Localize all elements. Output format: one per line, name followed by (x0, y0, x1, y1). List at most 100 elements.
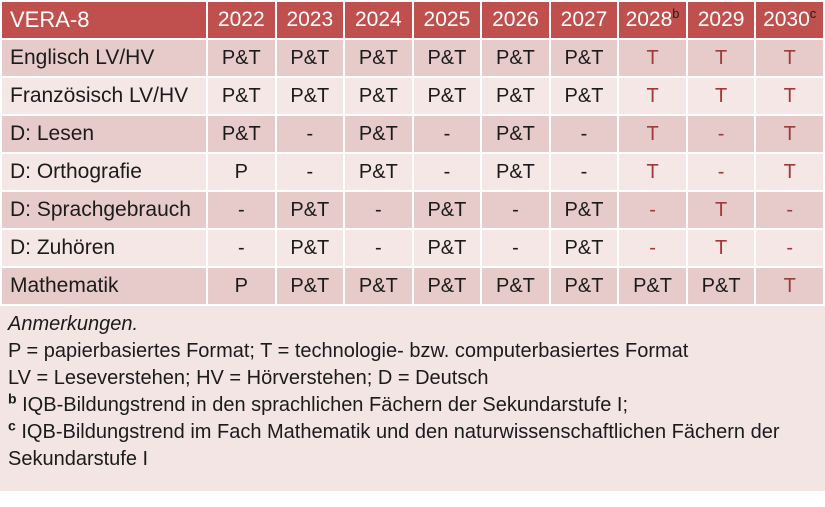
row-label: D: Sprachgebrauch (2, 192, 206, 228)
value-cell: T (756, 78, 823, 114)
value-cell: P&T (345, 154, 412, 190)
vera8-table: VERA-8 2022 2023 2024 2025 2026 2027 2028b 2029 2… (0, 0, 825, 306)
table-title-cell: VERA-8 (2, 2, 206, 38)
year-header-cell: 2025 (413, 2, 481, 38)
value-cell: - (345, 192, 412, 228)
value-cell: - (482, 230, 549, 266)
value-cell: - (550, 116, 618, 152)
header-label: 2022 (217, 8, 265, 31)
value-cell: T (756, 116, 823, 152)
table-row: D: Orthografie P - P&T - P&T - T - T (2, 154, 823, 190)
value-cell: - (413, 116, 481, 152)
year-header-cell: 2030c (756, 2, 823, 38)
value-cell: P&T (413, 268, 481, 304)
value-cell: P&T (550, 268, 618, 304)
value-cell: P&T (413, 40, 481, 76)
value-cell: T (756, 154, 823, 190)
header-superscript: c (809, 6, 817, 21)
table-row: D: Zuhören - P&T - P&T - P&T - T - (2, 230, 823, 266)
value-cell: T (619, 154, 686, 190)
value-cell: - (482, 192, 549, 228)
value-cell: P&T (413, 78, 481, 114)
value-cell: P&T (345, 78, 412, 114)
value-cell: P&T (550, 40, 618, 76)
value-cell: P (208, 154, 275, 190)
value-cell: P&T (619, 268, 686, 304)
value-cell: - (619, 192, 686, 228)
value-cell: T (619, 40, 686, 76)
value-cell: T (619, 78, 686, 114)
value-cell: - (276, 116, 344, 152)
value-cell: P&T (276, 40, 344, 76)
value-cell: T (687, 78, 755, 114)
value-cell: - (345, 230, 412, 266)
year-header-cell: 2027 (550, 2, 618, 38)
value-cell: P&T (550, 230, 618, 266)
note-text: P = papierbasiertes Format; T = technolo… (8, 340, 689, 362)
value-cell: P&T (413, 230, 481, 266)
table-row: Französisch LV/HV P&T P&T P&T P&T P&T P&T T T T (2, 78, 823, 114)
value-cell: - (756, 230, 823, 266)
value-cell: T (687, 40, 755, 76)
value-cell: P&T (550, 192, 618, 228)
value-cell: - (208, 192, 275, 228)
note-superscript: c (8, 417, 16, 434)
value-cell: P&T (276, 192, 344, 228)
note-line: P = papierbasiertes Format; T = technolo… (8, 338, 815, 365)
header-label: 2029 (697, 8, 745, 31)
header-superscript: b (672, 6, 680, 21)
value-cell: - (276, 154, 344, 190)
header-label: 2025 (423, 8, 471, 31)
value-cell: P&T (482, 40, 549, 76)
row-label: Englisch LV/HV (2, 40, 206, 76)
header-label: 2024 (355, 8, 402, 31)
value-cell: - (619, 230, 686, 266)
header-label: 2028 (625, 8, 673, 31)
value-cell: P&T (482, 78, 549, 114)
value-cell: P&T (345, 116, 412, 152)
table-row: Mathematik P P&T P&T P&T P&T P&T P&T P&T T (2, 268, 823, 304)
note-line: c IQB-Bildungstrend im Fach Mathematik u… (8, 417, 815, 473)
header-label: 2030 (763, 8, 810, 31)
row-label: D: Zuhören (2, 230, 206, 266)
value-cell: P&T (482, 116, 549, 152)
value-cell: T (687, 192, 755, 228)
row-label: D: Lesen (2, 116, 206, 152)
value-cell: - (208, 230, 275, 266)
value-cell: T (756, 268, 823, 304)
header-label: 2023 (286, 8, 334, 31)
value-cell: - (413, 154, 481, 190)
table-row: D: Sprachgebrauch - P&T - P&T - P&T - T - (2, 192, 823, 228)
note-text: IQB-Bildungstrend in den sprachlichen Fä… (22, 394, 629, 416)
row-label: Mathematik (2, 268, 206, 304)
note-text: IQB-Bildungstrend im Fach Mathematik und… (8, 421, 780, 470)
value-cell: P&T (276, 230, 344, 266)
value-cell: P&T (208, 78, 275, 114)
note-text: LV = Leseverstehen; HV = Hörverstehen; D… (8, 367, 489, 389)
value-cell: T (687, 230, 755, 266)
row-label: D: Orthografie (2, 154, 206, 190)
value-cell: P&T (482, 268, 549, 304)
note-superscript: b (8, 390, 17, 407)
year-header-cell: 2029 (687, 2, 755, 38)
header-label: VERA-8 (10, 7, 90, 32)
value-cell: - (550, 154, 618, 190)
value-cell: P&T (687, 268, 755, 304)
header-label: 2026 (492, 8, 539, 31)
table-row: D: Lesen P&T - P&T - P&T - T - T (2, 116, 823, 152)
header-label: 2027 (560, 8, 608, 31)
note-line: b IQB-Bildungstrend in den sprachlichen … (8, 390, 815, 419)
value-cell: P&T (345, 268, 412, 304)
value-cell: P&T (550, 78, 618, 114)
value-cell: P&T (345, 40, 412, 76)
value-cell: T (619, 116, 686, 152)
value-cell: P&T (208, 116, 275, 152)
notes-title: Anmerkungen. (8, 313, 139, 335)
notes-section: Anmerkungen. P = papierbasiertes Format;… (0, 306, 825, 491)
value-cell: P&T (413, 192, 481, 228)
value-cell: P&T (208, 40, 275, 76)
table-row: Englisch LV/HV P&T P&T P&T P&T P&T P&T T T T (2, 40, 823, 76)
year-header-cell: 2028b (619, 2, 686, 38)
row-label: Französisch LV/HV (2, 78, 206, 114)
